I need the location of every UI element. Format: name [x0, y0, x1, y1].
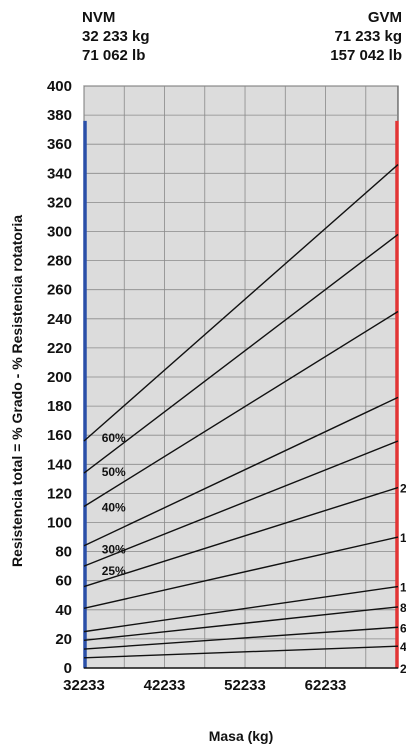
series-line: [83, 164, 399, 442]
series-line: [83, 310, 399, 508]
gvm-header: GVM 71 233 kg 157 042 lb: [330, 8, 402, 65]
series-line: [83, 396, 399, 547]
x-tick-label: 52233: [224, 677, 266, 694]
grid: [83, 85, 398, 669]
series-line: [83, 233, 399, 474]
right-label: 2: [400, 482, 406, 496]
nvm-title: NVM: [82, 9, 116, 26]
right-label: 1: [400, 531, 406, 545]
gvm-kg: 71 233 kg: [334, 28, 402, 45]
series-line: [83, 645, 399, 659]
nvm-kg: 32 233 kg: [82, 28, 150, 45]
y-axis-label: Resistencia total = % Grado - % Resisten…: [9, 215, 25, 567]
right-label: 2: [400, 662, 406, 676]
right-label: 4: [400, 640, 406, 654]
y-tick-label: 160: [47, 427, 72, 444]
y-tick-label: 140: [47, 456, 72, 473]
y-tick-label: 0: [64, 660, 72, 677]
series-line: [83, 626, 399, 650]
gvm-title: GVM: [367, 9, 402, 26]
y-tick-label: 280: [47, 253, 72, 270]
y-tick-label: 380: [47, 107, 72, 124]
x-tick-label: 62233: [305, 677, 347, 694]
y-tick-label: 180: [47, 398, 72, 415]
series-line: [83, 585, 399, 633]
y-tick-label: 80: [55, 544, 72, 561]
grade-label: 25%: [102, 564, 126, 578]
right-label: 6: [400, 621, 406, 635]
series-line: [83, 606, 399, 642]
series-line: [83, 440, 399, 567]
y-tick-labels: 0 20 40 60 80 100 120 140 160 180 200 220 240 260 280 3…: [47, 78, 72, 677]
right-label: 8: [400, 601, 406, 615]
y-tick-label: 240: [47, 311, 72, 328]
y-tick-label: 320: [47, 194, 72, 211]
y-tick-label: 220: [47, 340, 72, 357]
y-tick-label: 40: [55, 602, 72, 619]
y-tick-label: 20: [55, 631, 72, 648]
y-tick-label: 200: [47, 369, 72, 386]
x-axis-label: Masa (kg): [209, 728, 274, 744]
nvm-header: NVM 32 233 kg 71 062 lb: [82, 8, 150, 65]
y-tick-label: 120: [47, 485, 72, 502]
x-tick-label: 32233: [63, 677, 105, 694]
x-tick-label: 42233: [144, 677, 186, 694]
y-tick-label: 260: [47, 282, 72, 299]
grade-label: 50%: [102, 465, 126, 479]
gvm-lb: 157 042 lb: [330, 47, 402, 64]
grade-label: 30%: [102, 542, 126, 556]
grade-labels: 60% 50% 40% 30% 25%: [102, 431, 126, 578]
grade-label: 60%: [102, 431, 126, 445]
series-lines: [83, 164, 399, 669]
nvm-lb: 71 062 lb: [82, 47, 146, 64]
y-tick-label: 400: [47, 78, 72, 95]
grade-label: 40%: [102, 501, 126, 515]
y-tick-label: 60: [55, 573, 72, 590]
x-tick-labels: 32233 42233 52233 62233: [63, 677, 346, 694]
y-tick-label: 340: [47, 165, 72, 182]
y-tick-label: 100: [47, 515, 72, 532]
series-line: [83, 536, 399, 610]
y-tick-label: 300: [47, 224, 72, 241]
range-bars: [83, 120, 399, 668]
series-line: [83, 486, 399, 588]
right-labels: 2 1 1 8 6 4 2: [400, 482, 406, 676]
right-label: 1: [400, 581, 406, 595]
y-tick-label: 360: [47, 136, 72, 153]
